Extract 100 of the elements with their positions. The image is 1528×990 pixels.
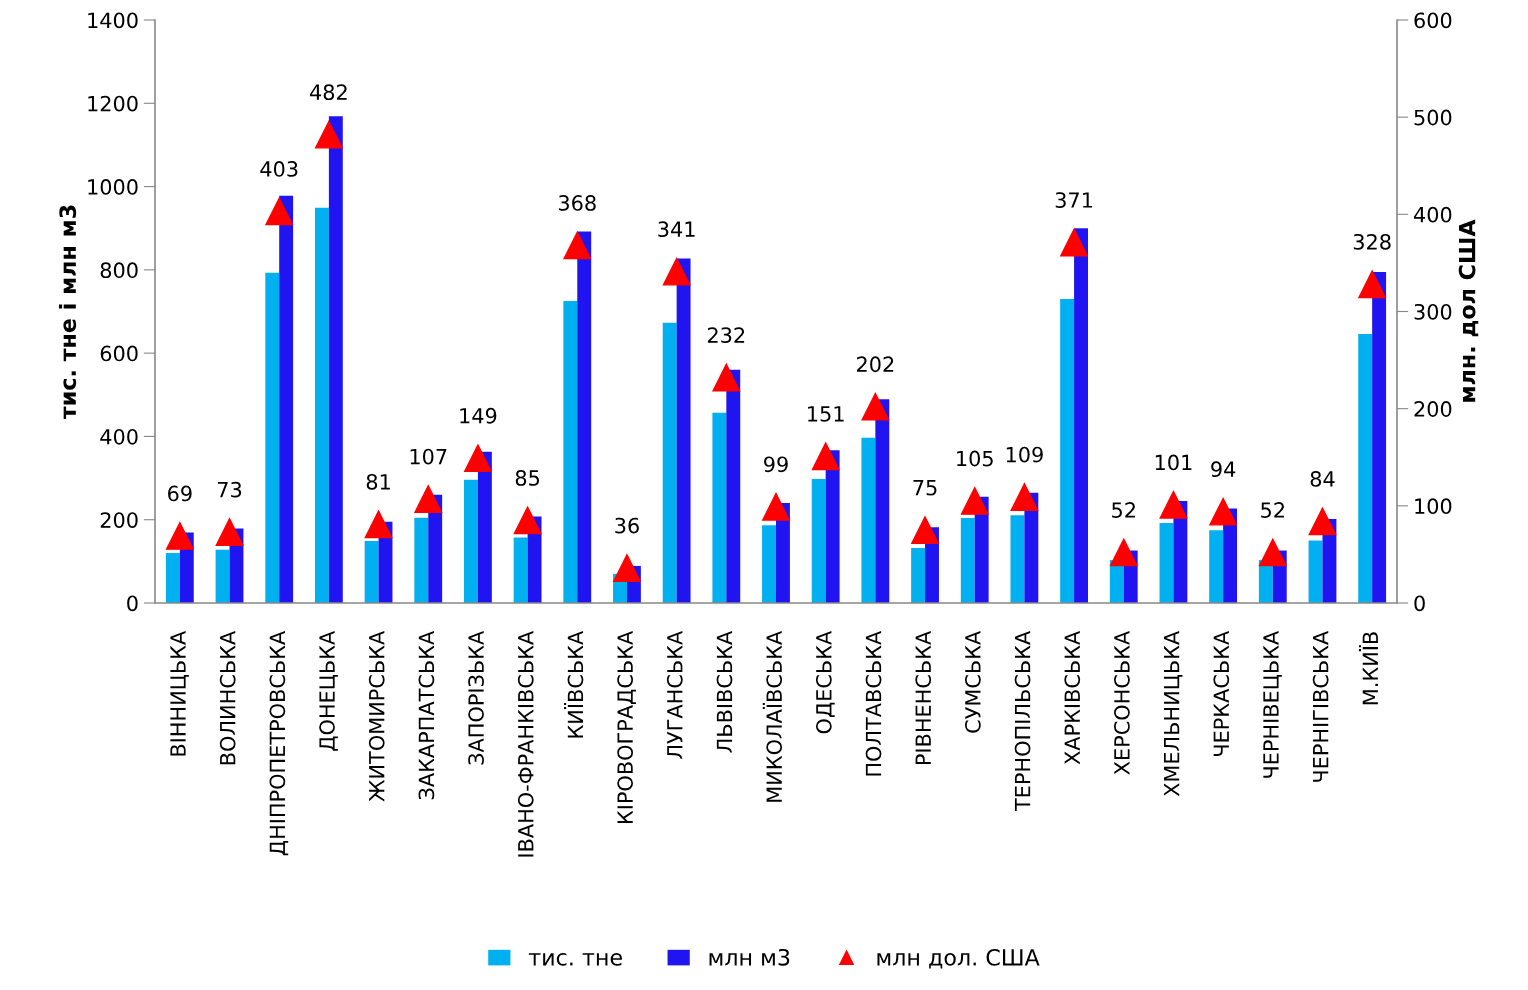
y-tick-label: 1000 xyxy=(88,179,138,195)
bar xyxy=(960,518,975,603)
x-tick-label: РІВНЕНСЬКА xyxy=(915,630,932,765)
point xyxy=(613,554,641,582)
x-tick-label: ЧЕРНІВЕЦЬКА xyxy=(1263,630,1282,778)
data-label: 52 xyxy=(1112,502,1135,518)
data-label: 94 xyxy=(1211,461,1236,478)
x-tick-label: ДОНЕЦЬКА xyxy=(319,630,338,751)
bar xyxy=(1372,271,1387,603)
x-tick-label: КИЇВСЬКА xyxy=(564,630,584,738)
bar xyxy=(464,479,478,603)
data-label: 151 xyxy=(808,406,844,422)
y-tick-label: 600 xyxy=(100,345,138,362)
x-tick-label: ЧЕРКАСЬКА xyxy=(1213,630,1230,756)
point xyxy=(712,363,741,392)
point xyxy=(165,522,194,550)
point xyxy=(762,492,790,521)
y-tick-label: 0 xyxy=(127,595,138,612)
point xyxy=(513,506,542,535)
point xyxy=(265,197,294,226)
bar xyxy=(1159,523,1174,603)
point xyxy=(314,120,343,149)
x-tick-label: КІРОВОГРАДСЬКА xyxy=(617,630,636,823)
y2-axis-title: млн. дол США xyxy=(1458,219,1479,402)
y2-tick-label: 300 xyxy=(1414,303,1452,320)
x-tick-label: ДНІПРОПЕТРОВСЬКА xyxy=(269,630,289,856)
point xyxy=(1308,507,1337,536)
bar xyxy=(513,537,528,603)
data-label: 73 xyxy=(217,481,242,498)
data-label: 232 xyxy=(707,327,745,343)
data-label: 81 xyxy=(366,473,390,490)
x-tick-label: МИКОЛАЇВСЬКА xyxy=(762,630,783,802)
bar xyxy=(1358,333,1373,603)
point xyxy=(364,510,393,539)
bar xyxy=(314,207,329,603)
y2-tick-label: 200 xyxy=(1414,401,1452,417)
bar xyxy=(712,412,727,603)
x-tick-label: ХЕРСОНСЬКА xyxy=(1114,630,1130,775)
bar xyxy=(563,301,578,603)
legend-label: млн дол. США xyxy=(877,948,1040,969)
point xyxy=(662,257,691,286)
bar xyxy=(1209,530,1224,603)
y2-tick-label: 600 xyxy=(1414,12,1452,29)
data-label: 99 xyxy=(764,456,788,473)
y2-tick-label: 500 xyxy=(1414,109,1452,126)
data-label: 85 xyxy=(515,470,540,486)
point xyxy=(861,392,890,421)
y-tick-label: 1200 xyxy=(88,95,138,112)
y2-tick-label: 100 xyxy=(1415,498,1452,515)
data-label: 36 xyxy=(615,517,639,534)
x-tick-label: ЧЕРНІГІВСЬКА xyxy=(1312,630,1329,782)
x-tick-label: ВОЛИНСЬКА xyxy=(219,630,236,765)
bar xyxy=(811,478,826,603)
bar xyxy=(875,399,890,603)
bar xyxy=(861,437,876,603)
data-label: 482 xyxy=(310,84,347,101)
point xyxy=(1159,490,1188,519)
point xyxy=(1358,270,1387,299)
data-label: 328 xyxy=(1353,233,1391,250)
bar xyxy=(364,540,379,603)
point xyxy=(1109,538,1138,567)
legend-label: млн м3 xyxy=(709,948,790,966)
y-tick-label: 200 xyxy=(100,512,138,528)
x-tick-label: ЛЬВІВСЬКА xyxy=(716,630,733,753)
point xyxy=(1060,228,1088,257)
bar xyxy=(726,369,741,603)
data-label: 69 xyxy=(168,485,192,502)
y-axis-title: тис. тне і млн м3 xyxy=(58,205,77,420)
x-tick-label: ПОЛТАВСЬКА xyxy=(865,630,882,776)
y-tick-label: 400 xyxy=(100,428,138,445)
bar xyxy=(328,116,343,603)
bar xyxy=(911,548,926,603)
y2-tick-label: 400 xyxy=(1413,206,1452,223)
data-label: 75 xyxy=(913,480,937,496)
bar xyxy=(825,450,840,603)
bar xyxy=(1308,540,1323,603)
data-label: 52 xyxy=(1261,502,1284,518)
bar xyxy=(762,525,776,603)
y2-tick-label: 0 xyxy=(1414,595,1425,612)
x-tick-label: ХАРКІВСЬКА xyxy=(1064,630,1081,765)
legend-label: тис. тне xyxy=(528,952,622,966)
bar xyxy=(1010,515,1025,603)
x-tick-label: ЛУГАНСЬКА xyxy=(666,630,683,759)
data-label: 109 xyxy=(1006,446,1043,463)
bar xyxy=(265,272,280,603)
point xyxy=(215,518,244,546)
data-label: 105 xyxy=(957,450,993,467)
data-label: 202 xyxy=(857,356,894,373)
x-tick-label: ЖИТОМИРСЬКА xyxy=(368,630,385,802)
bar xyxy=(577,231,592,603)
data-label: 149 xyxy=(460,407,497,424)
y-tick-label: 1400 xyxy=(88,12,138,29)
data-label: 403 xyxy=(260,161,298,177)
x-tick-label: ТЕРНОПІЛЬСЬКА xyxy=(1014,630,1031,812)
bar xyxy=(477,451,492,603)
data-label: 368 xyxy=(558,195,596,211)
x-tick-label: ОДЕСЬКА xyxy=(815,630,835,734)
x-tick-label: ЗАКАРПАТСЬКА xyxy=(418,630,435,800)
data-label: 371 xyxy=(1055,192,1093,208)
bar xyxy=(676,258,691,603)
